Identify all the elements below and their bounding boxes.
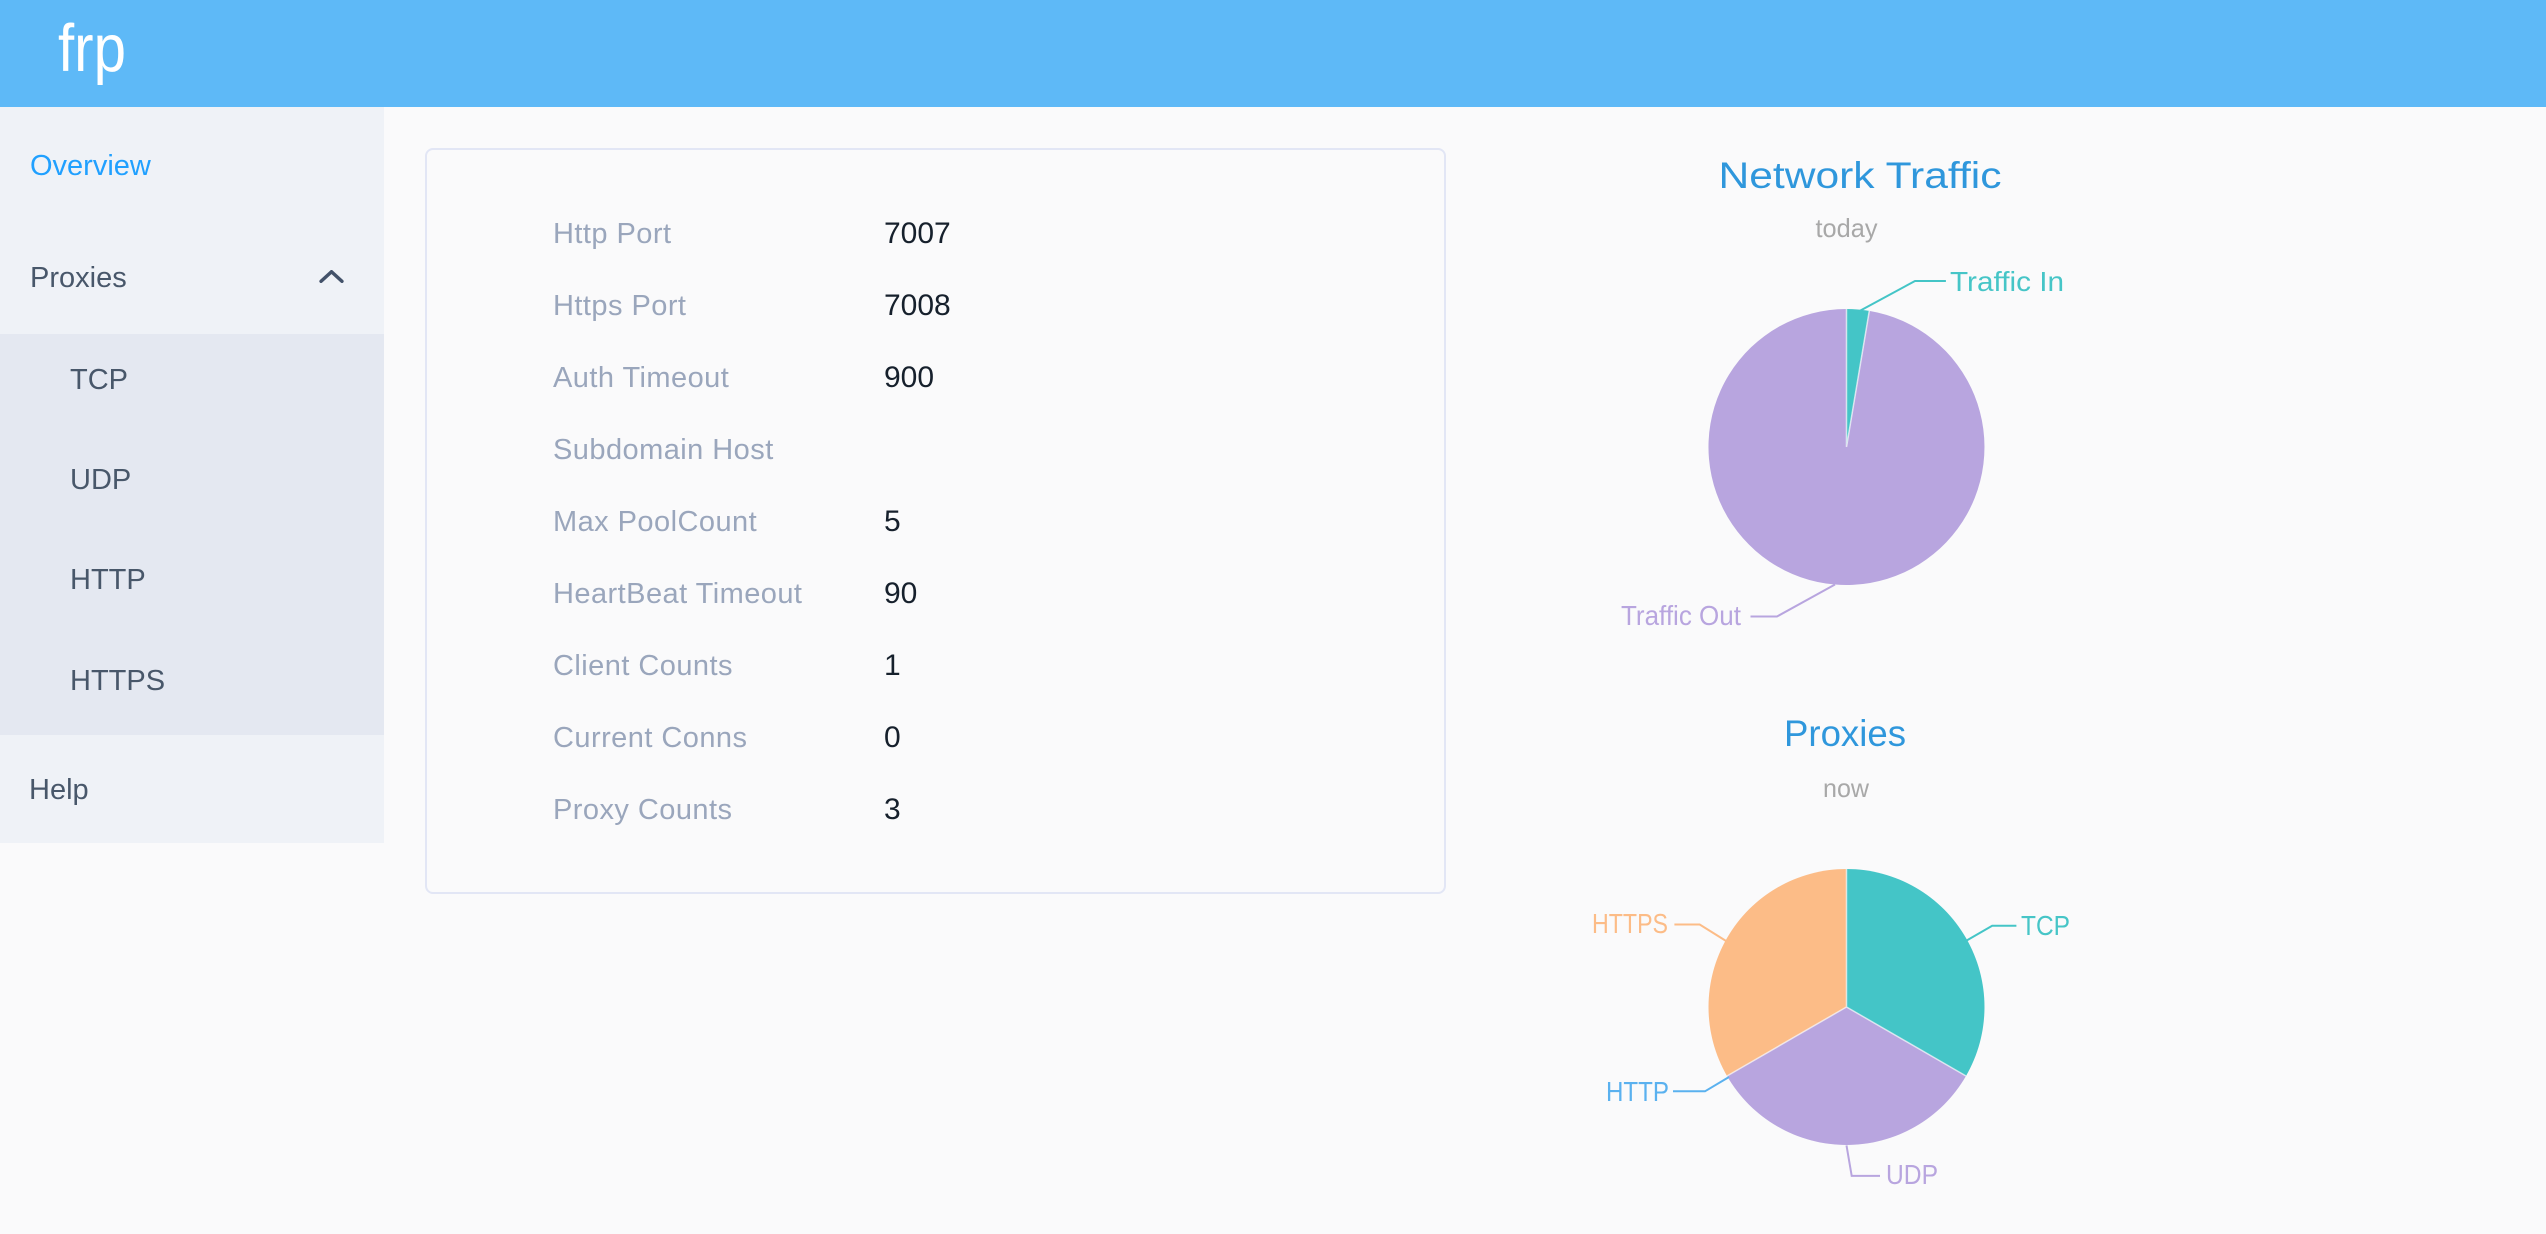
svg-text:Traffic Out: Traffic Out	[1621, 600, 1741, 631]
svg-text:Network Traffic: Network Traffic	[1719, 155, 2002, 196]
svg-text:HTTP: HTTP	[1606, 1076, 1669, 1107]
svg-text:UDP: UDP	[1886, 1159, 1938, 1190]
svg-text:now: now	[1823, 773, 1869, 803]
svg-text:Proxies: Proxies	[1784, 713, 1906, 754]
svg-text:today: today	[1816, 213, 1878, 243]
svg-text:frp: frp	[58, 11, 126, 86]
svg-text:TCP: TCP	[2021, 910, 2070, 941]
svg-text:Traffic In: Traffic In	[1950, 266, 2064, 297]
svg-text:HTTPS: HTTPS	[1592, 908, 1668, 939]
